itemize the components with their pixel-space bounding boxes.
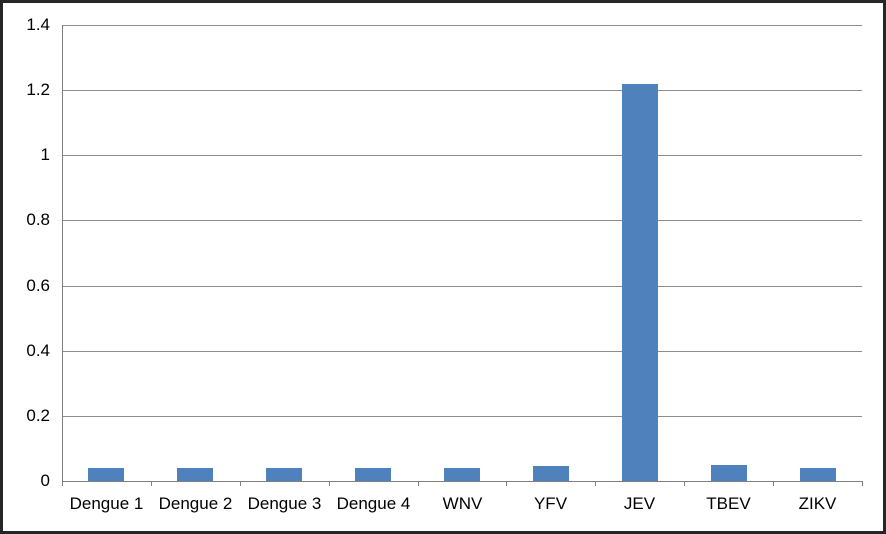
bar-dengue-4 [355, 468, 391, 481]
x-axis-tick [329, 481, 330, 486]
y-axis-tick-label: 1.2 [26, 80, 50, 99]
x-axis-tick [151, 481, 152, 486]
x-axis-category-label: ZIKV [798, 494, 837, 513]
x-axis-tick [418, 481, 419, 486]
bar-zikv [800, 468, 836, 481]
y-axis-tick-label: 0.8 [26, 210, 50, 229]
gridline [62, 286, 862, 287]
bar-tbev [711, 465, 747, 481]
x-axis-category-label: Dengue 1 [69, 494, 144, 513]
y-axis-tick-label: 1.4 [26, 15, 50, 34]
bar-jev [622, 84, 658, 481]
y-axis-line [62, 25, 63, 486]
x-axis-tick [506, 481, 507, 486]
y-axis-tick-label: 0.4 [26, 341, 50, 360]
gridline [62, 155, 862, 156]
x-axis-category-label: Dengue 3 [247, 494, 322, 513]
x-axis-category-label: Dengue 4 [336, 494, 411, 513]
bar-dengue-3 [266, 468, 302, 481]
bar-dengue-1 [88, 468, 124, 481]
x-axis-tick [684, 481, 685, 486]
x-axis-category-label: YFV [533, 494, 568, 513]
y-axis-tick-label: 0.6 [26, 276, 50, 295]
bar-dengue-2 [177, 468, 213, 481]
gridline [62, 351, 862, 352]
bar-wnv [444, 468, 480, 481]
x-axis-category-label: JEV [623, 494, 656, 513]
x-axis-category-label: WNV [442, 494, 483, 513]
gridline [62, 25, 862, 26]
gridline [62, 220, 862, 221]
x-axis-line [62, 481, 863, 482]
x-axis-category-label: Dengue 2 [158, 494, 233, 513]
x-axis-tick [62, 481, 63, 486]
y-axis-tick-label: 0.2 [26, 406, 50, 425]
x-axis-tick [862, 481, 863, 486]
bar-yfv [533, 466, 569, 481]
y-axis-tick-label: 0 [40, 471, 50, 490]
gridline [62, 416, 862, 417]
x-axis-category-label: TBEV [706, 494, 751, 513]
x-axis-tick [240, 481, 241, 486]
gridline [62, 90, 862, 91]
x-axis-tick [773, 481, 774, 486]
x-axis-tick [595, 481, 596, 486]
bar-chart: 0 0.2 0.4 0.6 0.8 1 1.2 1.4 Dengue 1 Dengue 2 Deng… [3, 3, 883, 531]
y-axis-tick-label: 1 [40, 145, 50, 164]
